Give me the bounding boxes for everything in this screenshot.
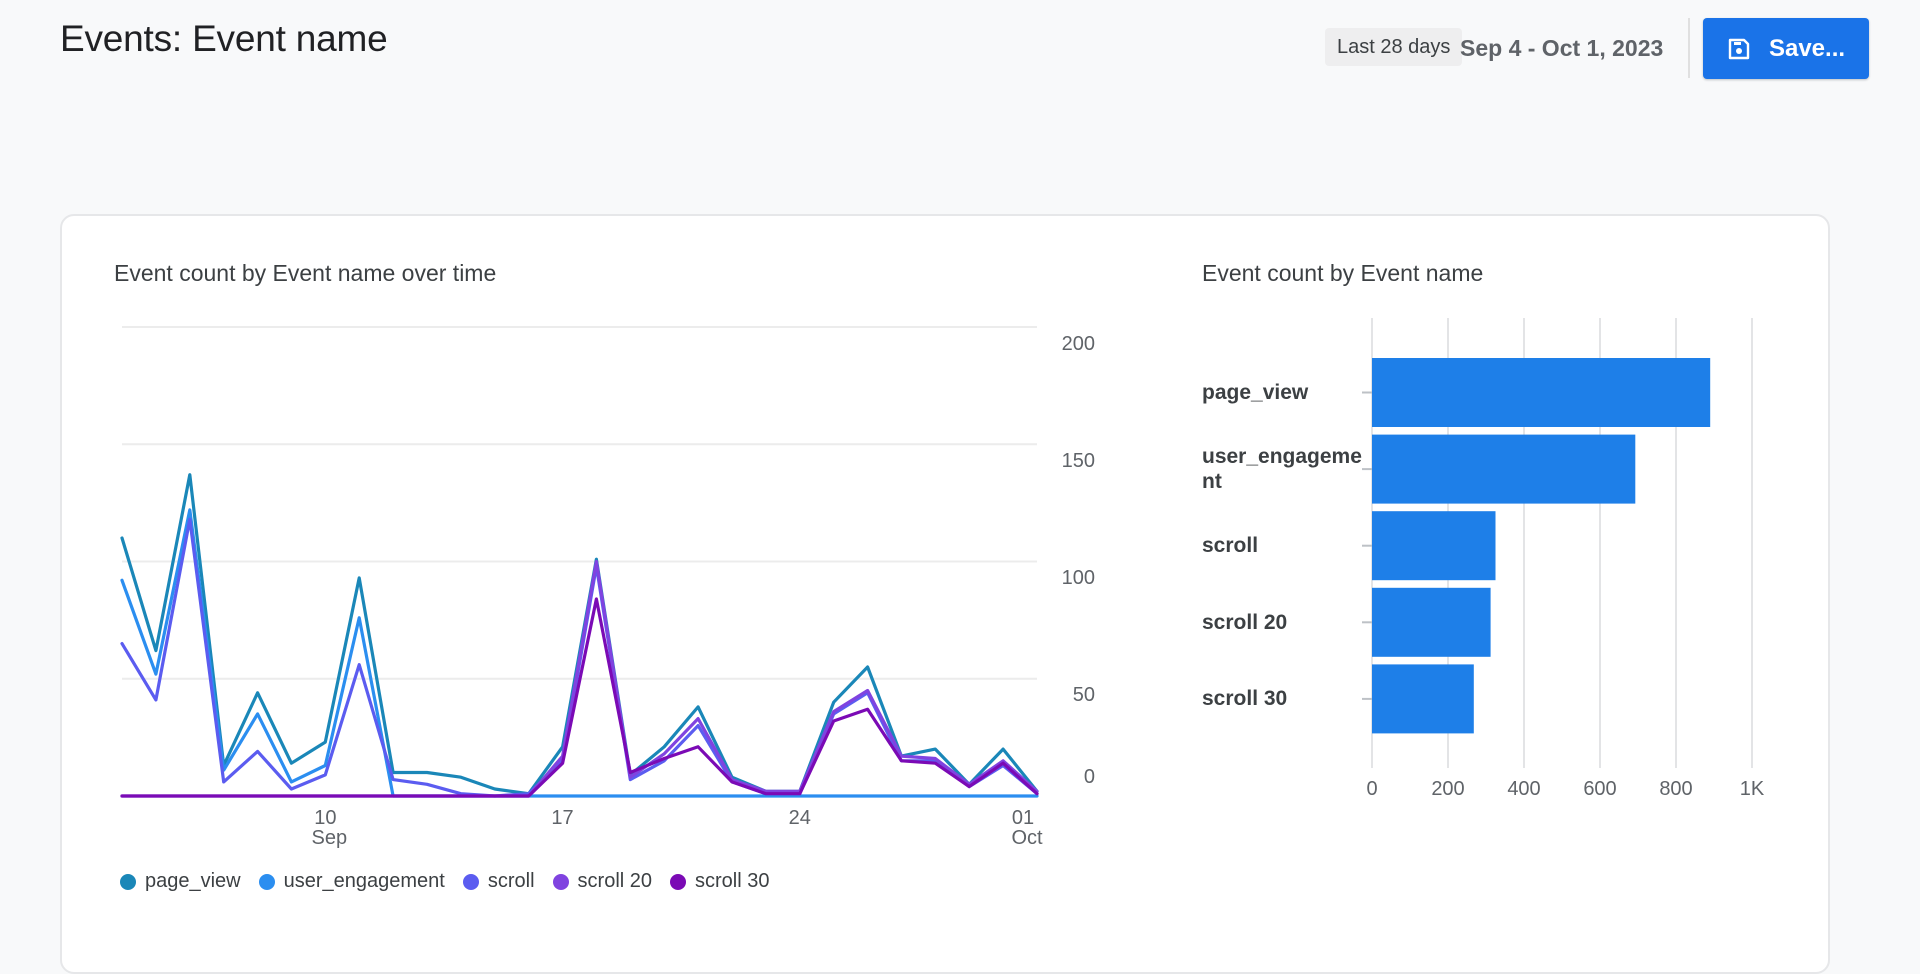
legend-dot <box>462 873 479 890</box>
y-tick-label: 50 <box>1073 684 1095 706</box>
legend-label: scroll 20 <box>577 870 653 892</box>
legend-label: scroll <box>487 870 535 892</box>
series-line <box>120 508 1039 798</box>
legend-label: user_engagement <box>283 870 445 892</box>
x-tick-label: 01 <box>1012 807 1034 829</box>
save-button-label: Save... <box>1768 34 1846 62</box>
save-button[interactable]: Save... <box>1703 18 1869 79</box>
legend-item[interactable]: scroll 30 <box>670 870 770 893</box>
legend-dot <box>258 873 275 890</box>
header-divider <box>1688 18 1690 78</box>
date-range-text[interactable]: Sep 4 - Oct 1, 2023 <box>1460 35 1664 61</box>
legend-label: scroll 30 <box>695 870 770 892</box>
legend-dot <box>120 873 136 890</box>
y-tick-label: 200 <box>1062 333 1095 355</box>
y-tick-label: 150 <box>1062 450 1095 472</box>
bar-chart-title: Event count by Event name <box>1202 260 1484 286</box>
bar-category-label: scroll <box>1202 534 1259 558</box>
y-tick-label: 0 <box>1084 766 1095 788</box>
save-icon <box>1728 38 1750 59</box>
legend-dot <box>552 873 569 890</box>
legend-dot <box>670 873 687 890</box>
bar-category-label: page_view <box>1202 381 1309 404</box>
x-tick-label: 200 <box>1431 778 1464 800</box>
x-tick-label: 17 <box>551 807 573 829</box>
line-chart-title: Event count by Event name over time <box>114 260 497 286</box>
x-tick-label: 800 <box>1659 778 1692 800</box>
date-range-chip[interactable]: Last 28 days <box>1325 28 1463 66</box>
bar-category-label: scroll 30 <box>1202 687 1288 711</box>
bar-chart[interactable]: 0 200 400 600 800 1K <box>0 0 1920 950</box>
x-tick-label: 10 <box>314 807 336 829</box>
bar-category-label: user_engagement <box>1202 445 1362 494</box>
legend-item[interactable]: page_view <box>120 870 241 893</box>
legend-item[interactable]: user_engagement <box>258 870 445 893</box>
series-line <box>120 597 1039 798</box>
bar <box>1372 358 1711 427</box>
legend-label: page_view <box>145 870 241 892</box>
bar <box>1372 587 1491 657</box>
bar <box>1372 511 1496 581</box>
bar-category-label: scroll 20 <box>1202 610 1288 634</box>
legend-item[interactable]: scroll <box>462 870 535 893</box>
x-tick-label: 400 <box>1507 778 1540 800</box>
x-tick-label: 600 <box>1583 778 1616 800</box>
bar <box>1372 434 1636 504</box>
x-tick-label: 24 <box>789 807 811 829</box>
x-tick-label: 1K <box>1740 778 1765 800</box>
y-tick-label: 100 <box>1062 567 1095 589</box>
legend-item[interactable]: scroll 20 <box>552 870 653 893</box>
x-tick-sublabel: Oct <box>1011 827 1043 849</box>
x-tick-label: 0 <box>1366 778 1377 800</box>
line-chart-legend: page_view user_engagement scroll scroll 20 s… <box>120 870 788 893</box>
bar <box>1372 664 1474 734</box>
page-title: Events: Event name <box>60 18 388 59</box>
x-tick-sublabel: Sep <box>312 827 348 849</box>
